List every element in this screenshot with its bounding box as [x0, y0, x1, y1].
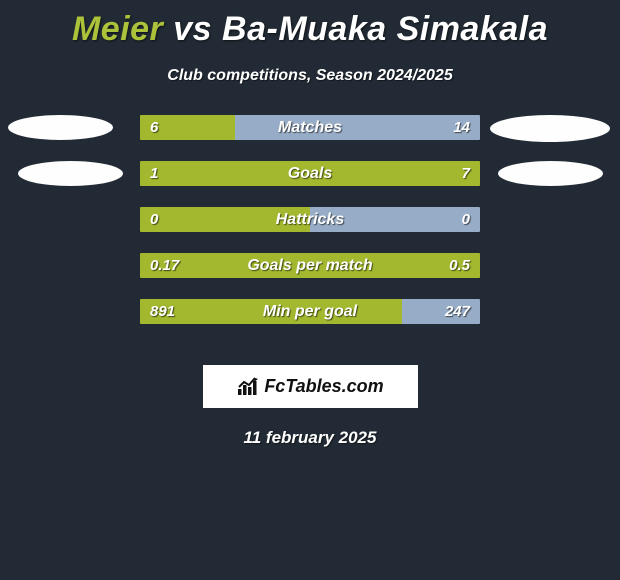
stat-label: Goals [0, 161, 620, 186]
vs-text: vs [173, 10, 212, 48]
stat-label: Matches [0, 115, 620, 140]
player2-name: Ba-Muaka Simakala [222, 10, 548, 48]
stat-row: 00Hattricks [0, 207, 620, 253]
player1-name: Meier [72, 10, 163, 48]
stat-row: 891247Min per goal [0, 299, 620, 345]
stat-label: Hattricks [0, 207, 620, 232]
chart-icon [236, 377, 260, 397]
logo-text: FcTables.com [264, 376, 383, 397]
stat-row: 0.170.5Goals per match [0, 253, 620, 299]
stat-row: 17Goals [0, 161, 620, 207]
logo-box: FcTables.com [203, 365, 418, 408]
stat-label: Goals per match [0, 253, 620, 278]
date-text: 11 february 2025 [0, 428, 620, 448]
subtitle: Club competitions, Season 2024/2025 [0, 67, 620, 85]
comparison-chart: 614Matches17Goals00Hattricks0.170.5Goals… [0, 115, 620, 345]
stat-label: Min per goal [0, 299, 620, 324]
comparison-title: Meier vs Ba-Muaka Simakala [0, 0, 620, 49]
site-logo: FcTables.com [236, 376, 383, 397]
stat-row: 614Matches [0, 115, 620, 161]
